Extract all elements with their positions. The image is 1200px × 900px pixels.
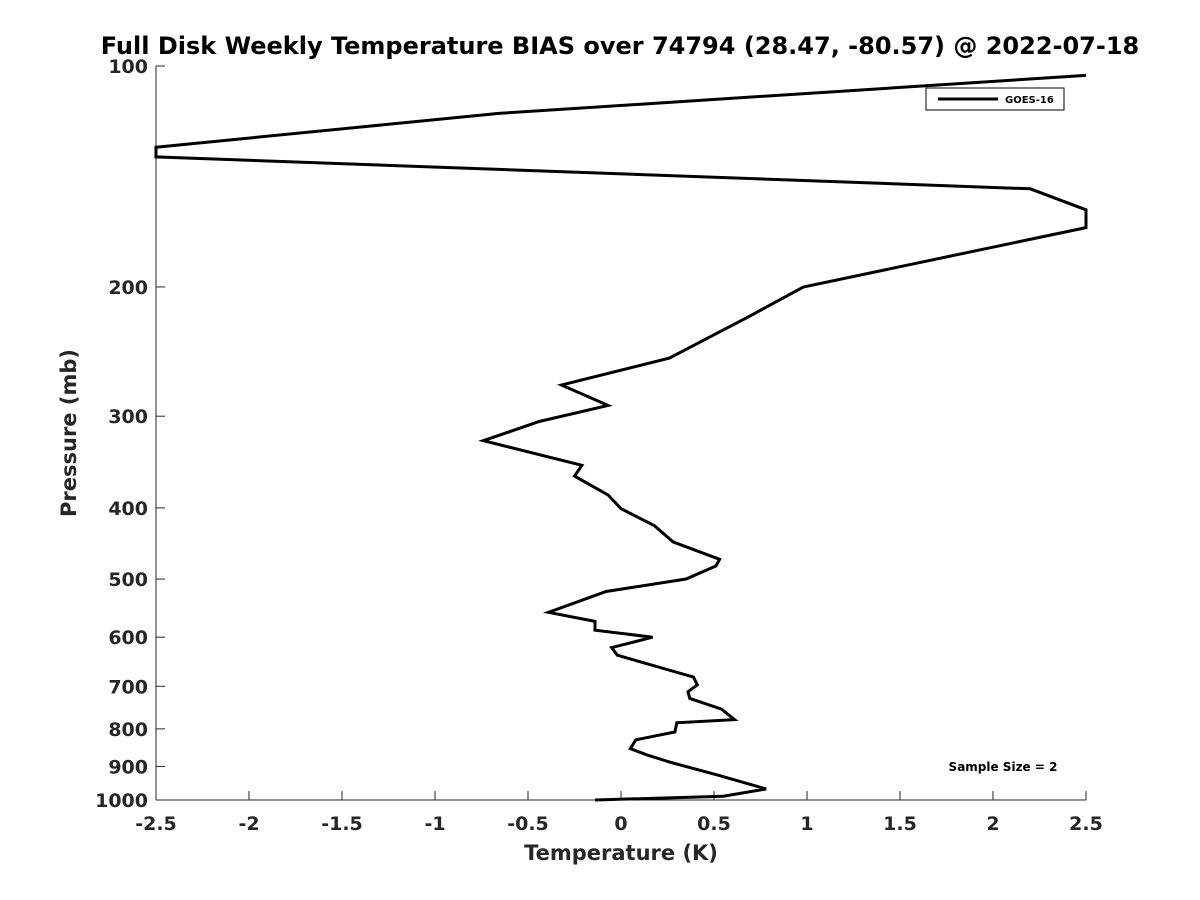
- y-tick-label: 400: [108, 498, 148, 520]
- y-axis-label: Pressure (mb): [57, 349, 81, 517]
- y-tick-label: 1000: [95, 790, 148, 812]
- x-tick-label: 1: [800, 813, 813, 835]
- sample-size-annotation: Sample Size = 2: [949, 760, 1058, 774]
- chart-title: Full Disk Weekly Temperature BIAS over 7…: [101, 32, 1140, 60]
- x-tick-label: 2.5: [1069, 813, 1103, 835]
- y-tick-label: 800: [108, 719, 148, 741]
- x-tick-label: 1.5: [883, 813, 917, 835]
- plot-area: -2.5 -2 -1.5 -1 -0.5 0 0.5 1 1.5 2 2.5 100 200 300 40…: [95, 56, 1103, 835]
- x-tick-label: 0: [614, 813, 627, 835]
- y-ticks: 100 200 300 400 500 600 700 800 900 1000: [95, 56, 165, 812]
- y-tick-label: 900: [108, 756, 148, 778]
- x-tick-label: -1: [424, 813, 445, 835]
- x-tick-label: 0.5: [697, 813, 731, 835]
- x-tick-label: -2: [238, 813, 259, 835]
- legend-label: GOES-16: [1005, 95, 1054, 106]
- x-axis-label: Temperature (K): [524, 841, 718, 865]
- legend: GOES-16: [925, 87, 1065, 111]
- x-tick-label: -0.5: [507, 813, 549, 835]
- y-tick-label: 300: [108, 406, 148, 428]
- y-tick-label: 500: [108, 569, 148, 591]
- series-group: [154, 73, 1088, 802]
- x-tick-label: -1.5: [321, 813, 363, 835]
- y-tick-label: 700: [108, 676, 148, 698]
- series-line-goes-16: [154, 73, 1088, 802]
- y-tick-label: 600: [108, 627, 148, 649]
- x-tick-label: -2.5: [135, 813, 177, 835]
- y-tick-label: 200: [108, 277, 148, 299]
- x-ticks: -2.5 -2 -1.5 -1 -0.5 0 0.5 1 1.5 2 2.5: [135, 791, 1103, 835]
- x-tick-label: 2: [986, 813, 999, 835]
- y-tick-label: 100: [108, 56, 148, 78]
